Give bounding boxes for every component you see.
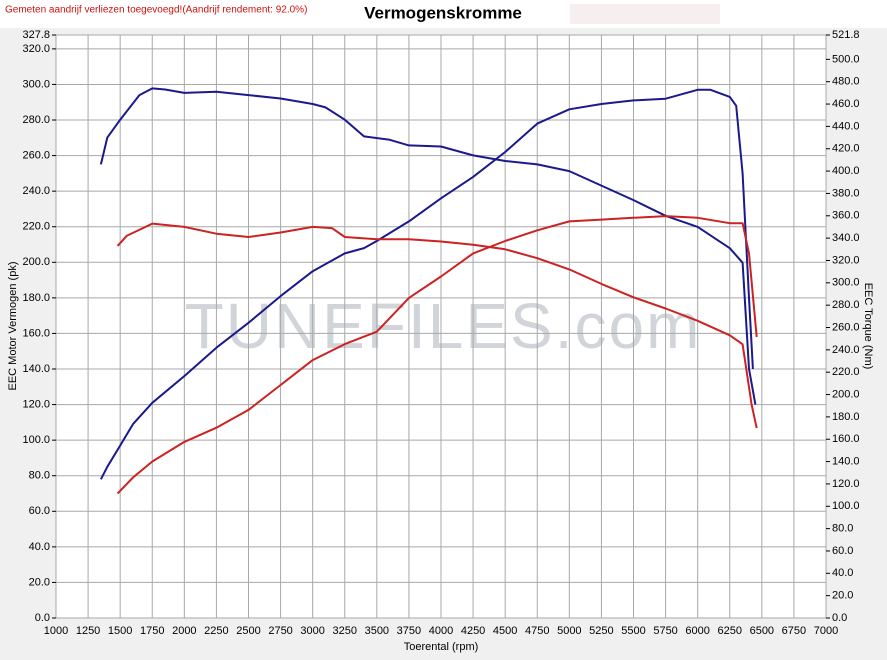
y-tick-label: 60.0 [29,505,50,517]
y2-tick-label: 420.0 [832,143,860,155]
y2-tick-label: 80.0 [832,523,853,535]
y-tick-label: 0.0 [35,612,50,624]
y-tick-label: 200.0 [22,256,50,268]
y-tick-label: 240.0 [22,185,50,197]
y2-tick-label: 220.0 [832,366,860,378]
x-tick-label: 2000 [172,625,196,637]
y2-tick-label: 480.0 [832,76,860,88]
y-tick-label: 80.0 [29,470,50,482]
y-tick-label: 20.0 [29,576,50,588]
x-tick-label: 4750 [525,625,549,637]
x-axis-label: Toerental (rpm) [404,641,479,653]
y2-tick-label: 0.0 [832,612,847,624]
x-tick-label: 1750 [140,625,164,637]
x-tick-label: 3250 [333,625,357,637]
series-line [116,222,758,429]
y2-tick-label: 160.0 [832,433,860,445]
y2-tick-label: 240.0 [832,344,860,356]
y2-tick-label: 360.0 [832,210,860,222]
y2-tick-label: 20.0 [832,590,853,602]
header-bar [0,0,887,28]
y2-tick-label: 500.0 [832,53,860,65]
y-tick-label: 327.8 [22,29,50,41]
series-line [100,88,754,480]
x-tick-label: 5000 [557,625,581,637]
series-line [116,215,758,495]
x-tick-label: 4500 [493,625,517,637]
x-tick-label: 6500 [750,625,774,637]
y2-tick-label: 200.0 [832,388,860,400]
y2-tick-label: 400.0 [832,165,860,177]
y2-tick-label: 260.0 [832,321,860,333]
y-tick-label: 160.0 [22,327,50,339]
y2-axis-label: EEC Torque (Nm) [862,283,874,370]
y2-tick-label: 140.0 [832,455,860,467]
y2-tick-label: 40.0 [832,567,853,579]
y2-tick-label: 320.0 [832,254,860,266]
y-tick-label: 220.0 [22,221,50,233]
chart-title: Vermogenskromme [364,3,522,22]
y2-tick-label: 180.0 [832,411,860,423]
x-tick-label: 6250 [718,625,742,637]
y2-tick-label: 60.0 [832,545,853,557]
y-tick-label: 260.0 [22,149,50,161]
y-tick-label: 140.0 [22,363,50,375]
y2-tick-label: 120.0 [832,478,860,490]
y-tick-label: 180.0 [22,292,50,304]
x-tick-label: 2500 [236,625,260,637]
x-tick-label: 1000 [44,625,68,637]
watermark: TUNEFILES.com [185,290,702,362]
x-tick-label: 5500 [621,625,645,637]
y-tick-label: 300.0 [22,78,50,90]
x-tick-label: 6750 [782,625,806,637]
y2-tick-label: 460.0 [832,98,860,110]
x-tick-label: 4250 [461,625,485,637]
x-tick-label: 4000 [429,625,453,637]
y2-tick-label: 100.0 [832,500,860,512]
y-tick-label: 40.0 [29,541,50,553]
y2-tick-label: 280.0 [832,299,860,311]
header-box [570,4,720,24]
y2-tick-label: 300.0 [832,277,860,289]
x-tick-label: 3750 [397,625,421,637]
x-tick-label: 2750 [268,625,292,637]
y-tick-label: 320.0 [22,43,50,55]
x-tick-label: 5250 [589,625,613,637]
x-tick-label: 7000 [814,625,838,637]
note: Gemeten aandrijf verliezen toegevoegd!(A… [5,5,307,16]
series-line [99,87,757,405]
y-tick-label: 280.0 [22,114,50,126]
x-tick-label: 5750 [653,625,677,637]
y2-tick-label: 440.0 [832,120,860,132]
y2-tick-label: 380.0 [832,187,860,199]
x-tick-label: 2250 [204,625,228,637]
x-tick-label: 1500 [108,625,132,637]
y-tick-label: 120.0 [22,398,50,410]
x-tick-label: 3500 [365,625,389,637]
y2-tick-label: 521.8 [832,29,860,41]
y2-tick-label: 340.0 [832,232,860,244]
x-tick-label: 1250 [76,625,100,637]
x-tick-label: 6000 [685,625,709,637]
x-tick-label: 3000 [300,625,324,637]
y-axis-label: EEC Motor Vermogen (pk) [7,262,19,391]
y-tick-label: 100.0 [22,434,50,446]
